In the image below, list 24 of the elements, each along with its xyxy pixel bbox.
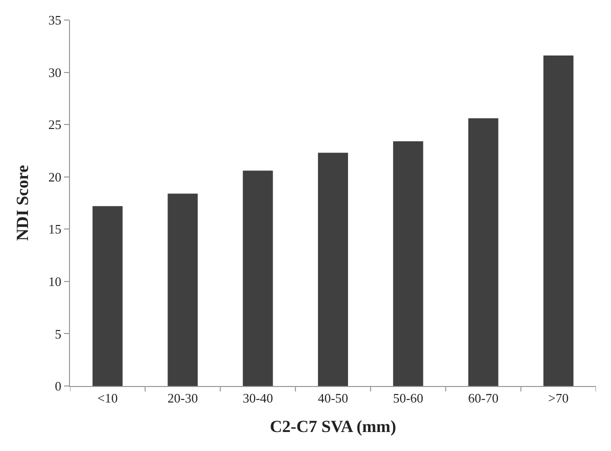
x-tick-label: 40-50 bbox=[318, 390, 348, 406]
bar bbox=[543, 56, 574, 386]
y-tick-label: 0 bbox=[54, 378, 62, 394]
bar bbox=[92, 206, 123, 386]
x-tick-label: 50-60 bbox=[392, 390, 424, 406]
bar bbox=[393, 141, 424, 386]
bar bbox=[318, 152, 348, 386]
y-tick-label: 10 bbox=[48, 274, 62, 289]
x-tick-label: <10 bbox=[97, 390, 118, 406]
x-tick-label: 30-40 bbox=[242, 390, 274, 406]
y-tick-label: 25 bbox=[48, 117, 62, 132]
y-tick-label: 35 bbox=[48, 12, 62, 28]
bar bbox=[468, 118, 498, 386]
x-tick-label: 20-30 bbox=[168, 390, 198, 406]
y-axis-title: NDI Score bbox=[12, 164, 32, 241]
bar bbox=[242, 170, 273, 386]
x-axis-title: C2-C7 SVA (mm) bbox=[270, 417, 396, 436]
bar bbox=[168, 194, 198, 386]
y-tick-label: 20 bbox=[48, 169, 62, 184]
y-tick-label: 30 bbox=[48, 64, 62, 80]
y-tick-label: 5 bbox=[54, 326, 62, 342]
x-tick-label: >70 bbox=[548, 390, 569, 406]
x-tick-label: 60-70 bbox=[468, 390, 498, 406]
y-tick-label: 15 bbox=[48, 222, 62, 237]
